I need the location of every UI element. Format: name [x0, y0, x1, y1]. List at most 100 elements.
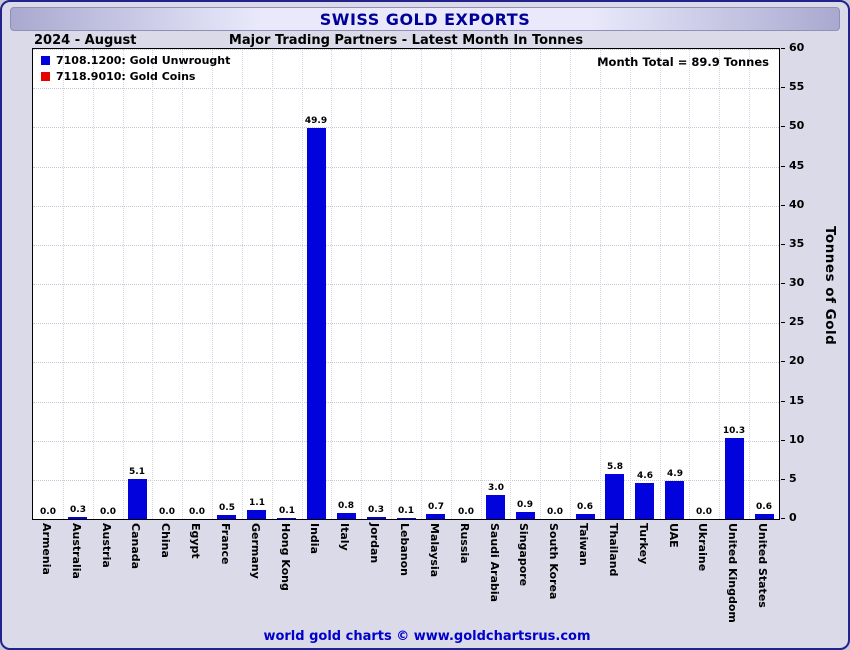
x-tick-label: Armenia	[40, 523, 53, 575]
gridline-horizontal	[33, 88, 779, 90]
bar-value-label: 0.6	[577, 502, 593, 512]
x-tick-label: Italy	[338, 523, 351, 551]
bar-value-label: 0.6	[756, 502, 772, 512]
bar-value-label: 0.1	[279, 506, 295, 516]
x-tick-label: Russia	[458, 523, 471, 564]
bar-value-label: 0.7	[428, 502, 444, 512]
bar-value-label: 49.9	[304, 116, 328, 126]
bar-taiwan	[576, 514, 595, 519]
period-label: 2024 - August	[34, 33, 137, 48]
y-axis-title: Tonnes of Gold	[822, 226, 838, 346]
bar-value-label: 0.0	[159, 507, 175, 517]
y-tick-label: 40	[789, 198, 805, 211]
y-tick-mark	[781, 283, 785, 284]
bar-thailand	[605, 474, 624, 519]
y-tick-label: 30	[789, 276, 805, 289]
gridline-horizontal	[33, 166, 779, 168]
legend-swatch-red	[41, 72, 50, 81]
y-tick-label: 15	[789, 394, 805, 407]
y-tick-mark	[781, 440, 785, 441]
x-tick-label: South Korea	[547, 523, 560, 600]
x-tick-label: Jordan	[368, 523, 381, 564]
bar-saudi-arabia	[486, 495, 505, 519]
gridline-horizontal	[33, 244, 779, 246]
bar-value-label: 4.9	[667, 469, 683, 479]
y-tick-label: 5	[789, 472, 797, 485]
x-tick-label: UAE	[667, 523, 680, 548]
y-tick-label: 25	[789, 315, 805, 328]
x-tick-label: Taiwan	[577, 523, 590, 566]
y-tick-mark	[781, 322, 785, 323]
y-tick-label: 60	[789, 41, 805, 54]
footer-credit: world gold charts © www.goldchartsrus.co…	[263, 629, 591, 644]
gridline-vertical	[540, 49, 542, 519]
bar-value-label: 5.1	[129, 467, 145, 477]
bar-malaysia	[426, 514, 445, 519]
x-tick-label: India	[308, 523, 321, 554]
bar-france	[217, 515, 236, 519]
gridline-vertical	[331, 49, 333, 519]
title-bar: SWISS GOLD EXPORTS	[10, 7, 840, 31]
x-tick-label: United Kingdom	[726, 523, 739, 623]
gridline-horizontal	[33, 440, 779, 442]
gridline-vertical	[510, 49, 512, 519]
bar-value-label: 0.3	[70, 505, 86, 515]
y-tick-label: 45	[789, 159, 805, 172]
x-tick-label: Canada	[129, 523, 142, 570]
x-tick-label: Lebanon	[398, 523, 411, 576]
bar-value-label: 0.3	[368, 505, 384, 515]
x-tick-label: Ukraine	[696, 523, 709, 572]
legend-label: 7118.9010: Gold Coins	[56, 70, 196, 83]
gridline-vertical	[241, 49, 243, 519]
y-tick-mark	[781, 401, 785, 402]
chart-subtitle: Major Trading Partners - Latest Month In…	[228, 33, 584, 48]
bar-value-label: 0.0	[547, 507, 563, 517]
y-tick-mark	[781, 87, 785, 88]
gridline-vertical	[122, 49, 124, 519]
bar-lebanon	[397, 518, 416, 519]
gridline-vertical	[212, 49, 214, 519]
gridline-vertical	[659, 49, 661, 519]
x-tick-label: Singapore	[517, 523, 530, 587]
bar-value-label: 0.0	[40, 507, 56, 517]
x-tick-label: Austria	[100, 523, 113, 568]
x-tick-label: Turkey	[637, 523, 650, 565]
gridline-horizontal	[33, 479, 779, 481]
y-axis: 0 5 10 15 20 25 30 35 40 45 50 55 60	[781, 42, 825, 524]
bar-value-label: 0.0	[189, 507, 205, 517]
bar-india	[307, 128, 326, 519]
x-tick-label: Thailand	[607, 523, 620, 577]
gridline-vertical	[629, 49, 631, 519]
bar-value-label: 10.3	[722, 426, 746, 436]
bar-uae	[665, 481, 684, 519]
gridline-vertical	[182, 49, 184, 519]
gridline-horizontal	[33, 323, 779, 325]
bar-united-kingdom	[725, 438, 744, 519]
gridline-vertical	[599, 49, 601, 519]
y-tick-mark	[781, 205, 785, 206]
x-tick-label: United States	[756, 523, 769, 608]
y-tick-label: 10	[789, 433, 805, 446]
bar-united-states	[755, 514, 774, 519]
chart-title: SWISS GOLD EXPORTS	[319, 9, 531, 29]
gridline-vertical	[689, 49, 691, 519]
gridline-horizontal	[33, 127, 779, 129]
gridline-vertical	[570, 49, 572, 519]
legend-item-coins: 7118.9010: Gold Coins	[41, 70, 230, 83]
bar-value-label: 0.8	[338, 501, 354, 511]
x-tick-label: Saudi Arabia	[488, 523, 501, 603]
bar-australia	[68, 517, 87, 519]
bar-value-label: 0.0	[696, 507, 712, 517]
legend-swatch-blue	[41, 56, 50, 65]
gridline-vertical	[62, 49, 64, 519]
bar-italy	[337, 513, 356, 519]
gridline-vertical	[450, 49, 452, 519]
y-tick-label: 50	[789, 119, 805, 132]
bar-value-label: 4.6	[637, 471, 653, 481]
gridline-horizontal	[33, 401, 779, 403]
y-tick-mark	[781, 479, 785, 480]
plot-area: 7108.1200: Gold Unwrought 7118.9010: Gol…	[32, 48, 780, 520]
gridline-horizontal	[33, 205, 779, 207]
gridline-vertical	[271, 49, 273, 519]
bar-canada	[128, 479, 147, 519]
